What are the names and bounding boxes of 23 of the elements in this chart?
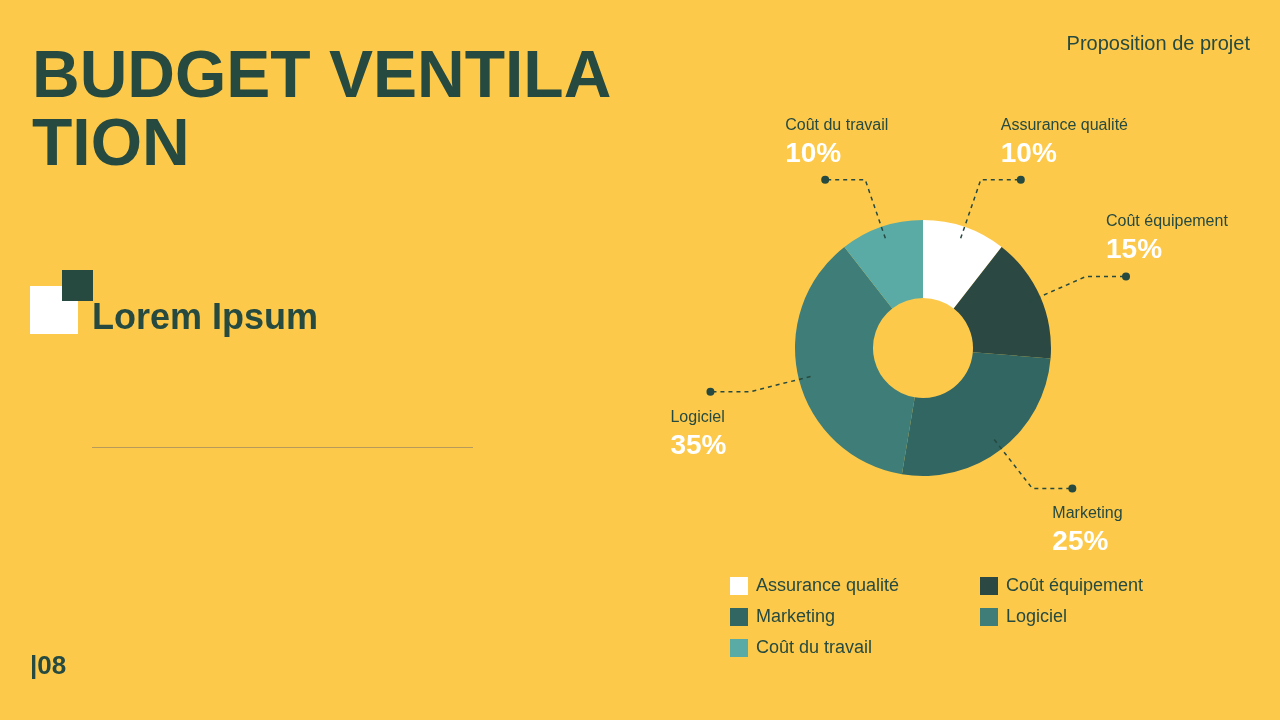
legend-label: Coût équipement [1005,575,1145,596]
donut-slice [923,220,1002,309]
data-label: 10% [1000,136,1057,168]
legend-label: Logiciel [1005,606,1069,627]
chart-subtitle: Proposition de projet [1066,32,1250,55]
donut-slice [844,220,923,309]
slice-label: Marketing [1052,504,1123,522]
data-label: 10% [785,136,842,168]
data-label: 25% [1052,525,1109,557]
data-label: 15% [1106,233,1163,265]
legend-label: Assurance qualité [755,575,901,596]
donut-slice [901,352,1051,476]
donut-slice [795,246,915,475]
slice-label: Logiciel [670,407,725,425]
data-label: 35% [670,428,727,460]
slice-label: Coût équipement [1106,212,1229,230]
slice-label: Coût du travail [785,115,889,133]
slice-label: Assurance qualité [1000,115,1129,133]
text: |08 [30,650,67,681]
legend-label: Coût du travail [755,637,874,658]
chart-title: BUDGET VENTILATION [32,37,612,179]
legend-label: Marketing [755,606,837,627]
text: Lorem Ipsum [92,296,319,338]
